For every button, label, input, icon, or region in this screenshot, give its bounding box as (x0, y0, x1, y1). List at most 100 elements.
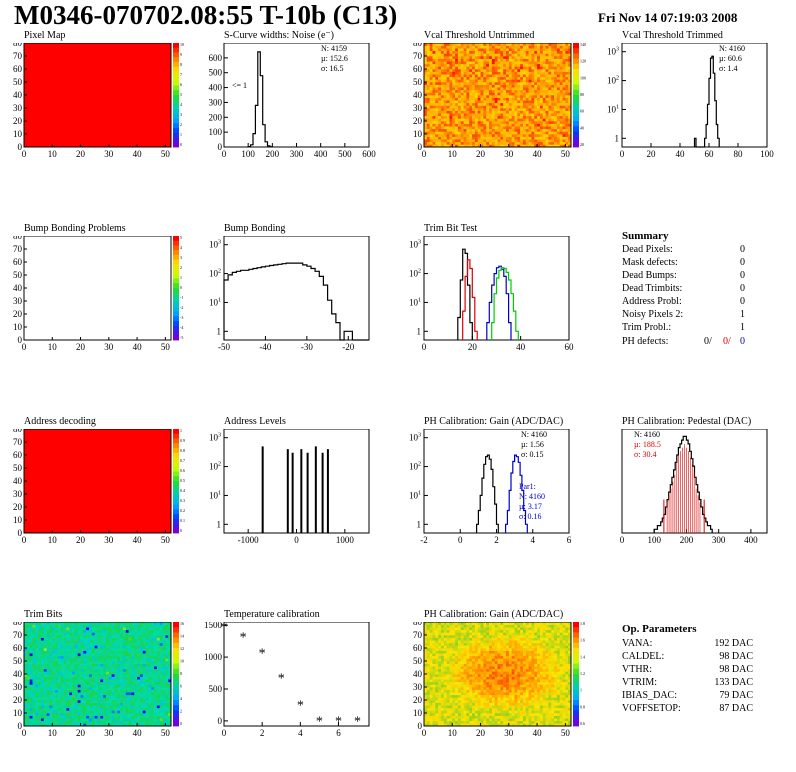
heatmap-cell (494, 76, 498, 80)
heatmap-cell (29, 650, 33, 654)
heatmap-cell (94, 637, 98, 641)
heatmap-cell (165, 700, 169, 703)
heatmap-cell (52, 676, 56, 680)
heatmap-cell (134, 723, 138, 727)
heatmap-cell (125, 705, 129, 709)
heatmap-cell (449, 118, 453, 122)
heatmap-cell (108, 668, 112, 672)
heatmap-cell (525, 713, 529, 716)
stats-mean: µ: 1.56 (521, 440, 544, 449)
heatmap-cell (117, 642, 121, 646)
heatmap-cell (86, 692, 90, 696)
heatmap-cell (111, 658, 115, 662)
heatmap-cell (432, 121, 436, 124)
heatmap-cell (517, 115, 521, 119)
heatmap-cell (483, 71, 487, 75)
heatmap-cell (460, 82, 464, 85)
heatmap-cell (522, 720, 527, 724)
heatmap-cell (483, 139, 487, 143)
heatmap-cell (449, 102, 453, 106)
heatmap-cell (446, 56, 450, 59)
heatmap-cell (500, 84, 504, 88)
heatmap-cell (134, 648, 138, 651)
heatmap-cell (466, 131, 470, 135)
heatmap-cell (466, 53, 470, 57)
heatmap-cell (559, 126, 563, 130)
heatmap-cell (24, 668, 28, 672)
heatmap-cell (565, 61, 569, 65)
heatmap-cell (480, 113, 484, 117)
heatmap-cell (57, 671, 62, 675)
heatmap-cell (165, 679, 169, 683)
heatmap-cell (435, 139, 439, 143)
heatmap-cell (435, 53, 439, 57)
heatmap-cell (551, 136, 555, 140)
heatmap-cell (32, 640, 36, 644)
heatmap-cell (165, 681, 169, 685)
heatmap-cell (40, 689, 45, 693)
heatmap-cell (466, 115, 470, 119)
heatmap-cell (542, 53, 546, 57)
heatmap-cell (154, 676, 158, 680)
heatmap-cell (86, 723, 90, 727)
heatmap-cell (122, 702, 127, 706)
heatmap-cell (114, 622, 118, 625)
heatmap-cell (105, 645, 110, 649)
heatmap-cell (460, 102, 464, 106)
heatmap-cell (568, 48, 572, 52)
heatmap-cell (497, 92, 501, 96)
heatmap-cell (24, 645, 28, 649)
heatmap-cell (477, 715, 481, 719)
colorbar-tick-label: 0.9 (180, 438, 185, 443)
heatmap-cell (497, 71, 501, 75)
heatmap-cell (77, 692, 81, 696)
heatmap-cell (148, 681, 152, 685)
heatmap-cell (474, 79, 479, 83)
heatmap-cell (151, 658, 155, 662)
heatmap-cell (545, 105, 549, 109)
heatmap-cell (545, 113, 549, 117)
heatmap-cell (522, 102, 527, 106)
heatmap-cell (69, 715, 73, 719)
heatmap-cell (46, 723, 50, 727)
heatmap-cell (548, 110, 552, 114)
heatmap-cell (457, 79, 462, 83)
heatmap-cell (100, 645, 104, 649)
heatmap-cell (131, 679, 135, 683)
heatmap-cell (29, 642, 33, 646)
heatmap-cell (145, 684, 149, 688)
heatmap-cell (77, 671, 81, 675)
heatmap-cell (514, 74, 518, 78)
heatmap-cell (94, 718, 98, 722)
heatmap-cell (165, 705, 169, 709)
heatmap-cell (49, 681, 53, 685)
heatmap-cell (480, 110, 484, 114)
heatmap-cell (559, 110, 563, 114)
heatmap-cell (55, 624, 59, 628)
heatmap-cell (494, 105, 498, 109)
heatmap-cell (69, 655, 73, 659)
heatmap-cell (74, 684, 79, 688)
heatmap-cell (32, 684, 36, 688)
heatmap-cell (443, 89, 447, 93)
heatmap-cell (534, 87, 538, 91)
heatmap-cell (117, 635, 121, 638)
heatmap-cell (522, 105, 527, 109)
heatmap-cell (520, 139, 524, 143)
heatmap-cell (528, 61, 532, 65)
heatmap-cell (443, 92, 447, 96)
chart-title: PH Calibration: Pedestal (DAC) (622, 416, 752, 427)
heatmap-cell (120, 632, 124, 636)
colorbar-segment (573, 48, 579, 54)
colorbar-segment (173, 700, 179, 706)
heatmap-cell (568, 115, 572, 119)
x-tick-label: 80 (734, 149, 744, 159)
heatmap-cell (503, 136, 507, 140)
heatmap-cell (94, 658, 98, 662)
heatmap-cell (520, 118, 524, 122)
heatmap-cell (86, 648, 90, 651)
heatmap-cell (537, 87, 541, 91)
heatmap-cell (134, 642, 138, 646)
heatmap-cell (100, 622, 104, 625)
